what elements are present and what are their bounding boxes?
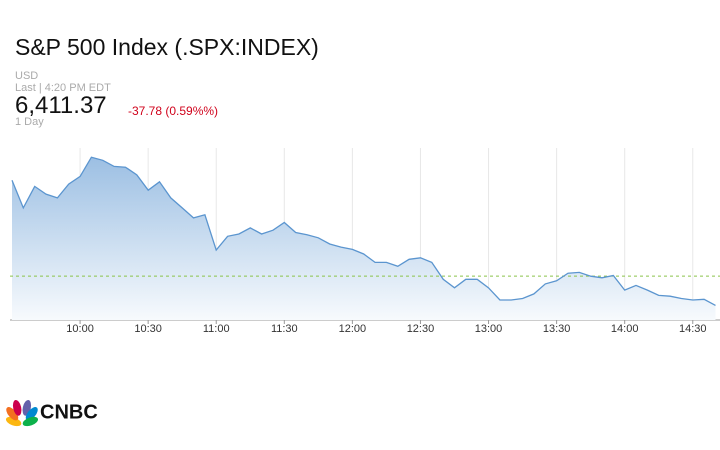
x-tick-label: 12:00 [339, 323, 367, 335]
logo-peacock [5, 399, 39, 427]
x-tick-label: 11:00 [203, 323, 230, 335]
line [11, 156, 716, 306]
x-tick-label: 14:00 [611, 323, 639, 335]
last-time: Last | 4:20 PM EDT [15, 82, 111, 94]
title: S&P 500 Index (.SPX:INDEX) [15, 34, 319, 60]
x-tick-label: 13:00 [475, 323, 503, 335]
x-tick-label: 14:30 [679, 323, 707, 335]
x-tick-label: 13:30 [543, 323, 571, 335]
period: 1 Day [15, 116, 44, 128]
currency: USD [15, 70, 39, 82]
x-tick-label: 10:30 [134, 323, 162, 335]
x-tick-label: 12:30 [407, 323, 435, 335]
x-tick-label: 10:00 [66, 323, 94, 335]
area [12, 157, 716, 320]
logo-text: CNBC [40, 401, 98, 423]
price: 6,411.37 [15, 92, 107, 119]
x-tick-label: 11:30 [271, 323, 298, 335]
change: -37.78 (0.59%%) [128, 104, 219, 118]
